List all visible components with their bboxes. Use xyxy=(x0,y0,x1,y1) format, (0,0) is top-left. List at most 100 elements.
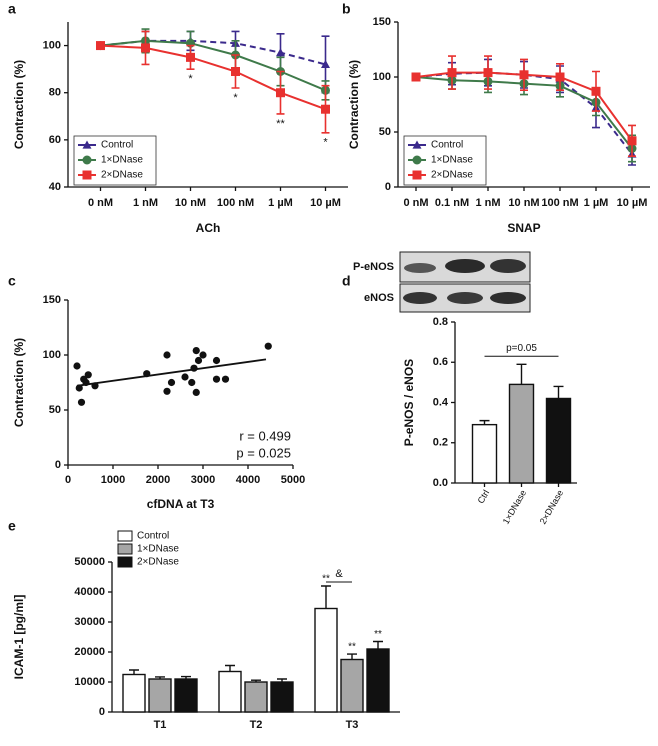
bar xyxy=(122,673,146,713)
series-line xyxy=(100,39,326,66)
series-line xyxy=(100,39,326,92)
data-point xyxy=(231,67,240,76)
x-tick-label: 2000 xyxy=(146,474,170,486)
x-tick-label: Ctrl xyxy=(476,488,492,505)
annotation: p = 0.025 xyxy=(236,445,291,460)
panel: a 40 60 80 100 Contraction (%) ACh 0 nM 1 nM 10 n… xyxy=(8,1,348,235)
bracket-label: p=0.05 xyxy=(506,343,537,354)
error-bar xyxy=(516,363,527,385)
x-tick-label: 10 nM xyxy=(508,197,539,209)
y-tick-label: 50 xyxy=(49,404,61,416)
significance-label: * xyxy=(323,137,328,149)
legend-label: 2×DNase xyxy=(137,557,179,568)
y-axis-title: ICAM-1 [pg/ml] xyxy=(12,595,26,680)
y-tick-label: 0 xyxy=(385,181,391,193)
panel: c 0 50 100 150 Contraction (%) cfDNA at T3 0 100… xyxy=(8,273,305,511)
blot-band xyxy=(490,292,526,304)
fit-line xyxy=(76,358,267,387)
legend-swatch xyxy=(117,530,133,542)
y-axis-title: Contraction (%) xyxy=(12,60,26,149)
data-point xyxy=(73,362,81,370)
panel-letter: a xyxy=(8,1,16,17)
x-axis-title: ACh xyxy=(196,221,221,235)
legend-label: Control xyxy=(101,140,133,151)
significance-label: * xyxy=(233,92,238,104)
bar xyxy=(471,423,498,484)
y-tick-label: 60 xyxy=(49,134,61,146)
x-tick-label: 10 µM xyxy=(617,197,648,209)
x-tick-label: T2 xyxy=(250,719,263,731)
data-point xyxy=(141,43,150,53)
bar xyxy=(244,681,268,713)
blot-band xyxy=(404,263,436,273)
blot-band xyxy=(445,259,485,273)
y-tick-label: 150 xyxy=(43,294,61,306)
error-bar xyxy=(129,669,139,675)
panel-letter: b xyxy=(342,1,351,17)
data-point xyxy=(212,356,221,365)
bar xyxy=(174,678,198,713)
significance-label: ** xyxy=(322,574,330,585)
y-tick-label: 50000 xyxy=(74,556,105,568)
x-tick-label: 0 xyxy=(65,474,71,486)
data-point xyxy=(276,88,285,98)
data-point xyxy=(519,70,529,80)
data-point xyxy=(96,41,105,51)
significance-label: * xyxy=(188,73,193,85)
x-tick-label: 1000 xyxy=(101,474,125,486)
annotation: r = 0.499 xyxy=(239,428,291,443)
significance-label: ** xyxy=(374,629,382,640)
legend-label: 2×DNase xyxy=(101,170,143,181)
data-point xyxy=(84,371,92,379)
legend-swatch xyxy=(117,543,133,555)
data-point xyxy=(591,86,601,96)
x-axis-title: cfDNA at T3 xyxy=(147,497,215,511)
y-tick-label: 0.6 xyxy=(433,356,448,368)
x-tick-label: 0 nM xyxy=(88,197,113,209)
data-point xyxy=(163,387,171,395)
significance-label: ** xyxy=(348,642,356,653)
data-point xyxy=(192,388,200,396)
data-point xyxy=(181,373,189,381)
legend-marker xyxy=(412,170,422,180)
y-axis-title: Contraction (%) xyxy=(12,338,26,427)
y-tick-label: 0.4 xyxy=(433,396,449,408)
bar xyxy=(340,658,364,713)
legend-label: 1×DNase xyxy=(101,155,143,166)
x-tick-label: 2×DNase xyxy=(538,488,566,526)
legend-marker xyxy=(82,170,92,180)
x-tick-label: 100 nM xyxy=(217,197,254,209)
blot-band xyxy=(403,292,437,304)
x-tick-label: T1 xyxy=(154,719,167,731)
legend-label: 2×DNase xyxy=(431,170,473,181)
y-tick-label: 0.8 xyxy=(433,316,448,328)
x-tick-label: 4000 xyxy=(236,474,260,486)
legend-marker xyxy=(412,155,422,165)
data-point xyxy=(163,351,171,359)
y-tick-label: 0.0 xyxy=(433,477,448,489)
x-tick-label: 0 nM xyxy=(403,197,428,209)
x-tick-label: 10 µM xyxy=(310,197,341,209)
y-tick-label: 10000 xyxy=(74,676,105,688)
error-bar xyxy=(553,385,564,399)
panel-letter: d xyxy=(342,273,351,289)
y-tick-label: 100 xyxy=(43,39,61,51)
bar xyxy=(545,397,572,484)
bar xyxy=(218,670,242,713)
significance-label: ** xyxy=(276,118,285,130)
x-tick-label: 1 µM xyxy=(584,197,609,209)
western-blot: P-eNOS eNOS xyxy=(353,251,531,313)
y-tick-label: 100 xyxy=(373,71,391,83)
y-tick-label: 80 xyxy=(49,87,61,99)
legend-label: 1×DNase xyxy=(431,155,473,166)
y-tick-label: 150 xyxy=(373,16,391,28)
panel: e 0 10000 20000 30000 40000 50000 ICAM-1 [pg/ml… xyxy=(8,518,400,731)
bar xyxy=(270,681,294,713)
error-bar xyxy=(373,640,383,649)
data-point xyxy=(483,68,493,78)
bar xyxy=(314,607,338,713)
data-point xyxy=(411,72,421,82)
legend-marker xyxy=(412,140,422,149)
data-point xyxy=(447,68,457,78)
